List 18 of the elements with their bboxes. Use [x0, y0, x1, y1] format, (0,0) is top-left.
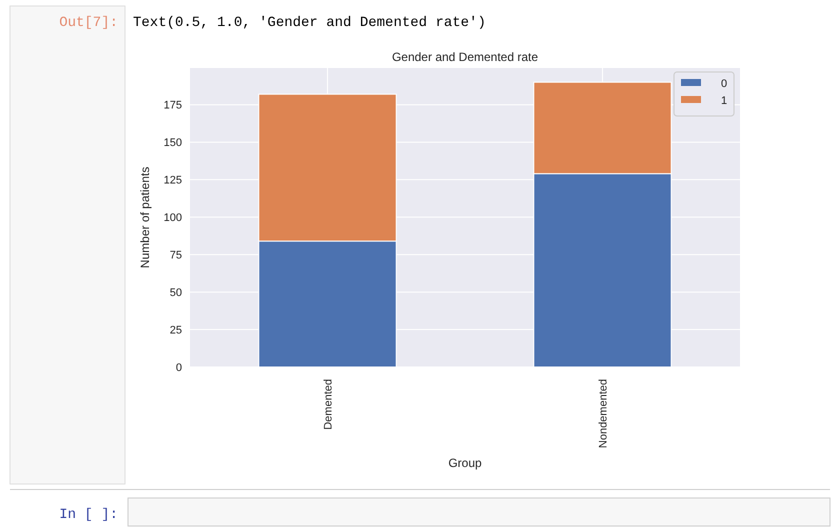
y-tick-label: 50 — [170, 286, 182, 299]
text: Text(0.5, 1.0, 'Gender and Demented rate') — [133, 15, 486, 31]
y-tick-label: 0 — [176, 362, 182, 374]
legend-label: 1 — [721, 94, 728, 107]
y-tick-label: 75 — [170, 249, 182, 262]
y-tick-label: 25 — [170, 324, 182, 336]
y-tick-label: 125 — [164, 174, 182, 187]
y-tick-label: 150 — [164, 137, 182, 150]
x-axis-title: Group — [448, 456, 482, 470]
chart-title: Gender and Demented rate — [392, 50, 538, 64]
x-tick-label: Demented — [322, 379, 334, 430]
y-tick-label: 100 — [164, 212, 182, 224]
y-axis-title: Number of patients — [138, 166, 152, 268]
text: Out[7]: — [59, 15, 118, 31]
x-tick-label: Nondemented — [598, 379, 610, 448]
legend-label: 0 — [721, 78, 728, 90]
y-tick-label: 175 — [164, 100, 182, 112]
text: In [ ]: — [59, 507, 118, 523]
